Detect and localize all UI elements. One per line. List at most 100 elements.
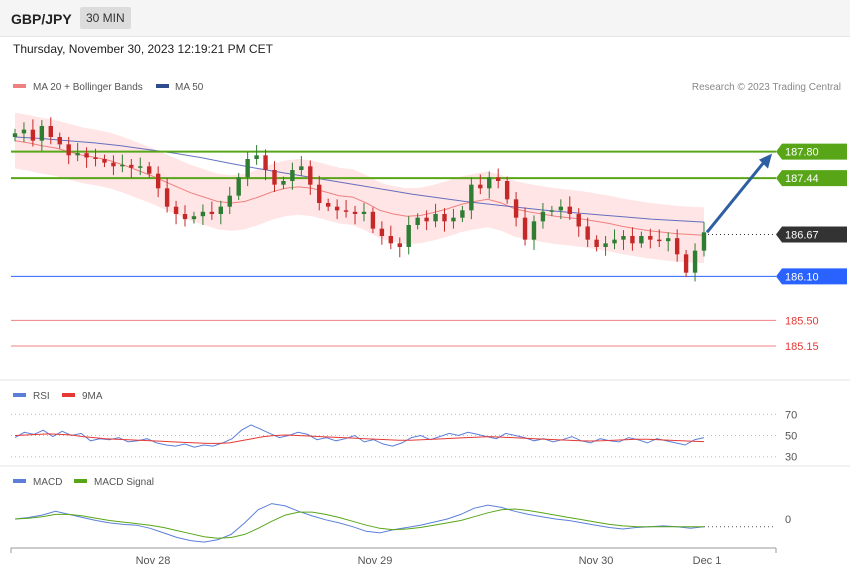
candle-body [648, 236, 653, 240]
legend-ma50-swatch [156, 84, 169, 88]
legend-macd-signal-swatch [74, 479, 87, 483]
macd-signal-line [14, 508, 704, 539]
symbol-title: GBP/JPY [11, 11, 72, 27]
timeframe-badge[interactable]: 30 MIN [80, 7, 131, 29]
candle-body [120, 164, 125, 167]
credit-label: Research © 2023 Trading Central [692, 82, 841, 93]
candle-body [48, 126, 53, 137]
legend-ma20-swatch [13, 84, 26, 88]
candle-body [343, 210, 349, 212]
rsi-tick-label-70: 70 [785, 409, 797, 421]
candle-body [558, 206, 564, 211]
candle-body [361, 211, 367, 214]
candle-body [540, 211, 546, 222]
candle-body [236, 177, 241, 196]
macd-panel: 0 [14, 503, 791, 543]
legend-main: MA 20 + Bollinger Bands MA 50 Research ©… [13, 82, 841, 93]
datetime-stamp: Thursday, November 30, 2023 12:19:21 PM … [13, 42, 273, 56]
candle-body [57, 137, 62, 145]
candle-body [433, 214, 438, 222]
candle-body [84, 153, 89, 158]
candle-body [155, 173, 161, 189]
candle-body [701, 232, 707, 251]
legend-macd: MACD MACD Signal [13, 477, 154, 488]
candle-body [39, 126, 45, 141]
level-label-187.80: 187.80 [785, 147, 819, 159]
legend-rsi-ma-swatch [62, 393, 75, 397]
candle-body [299, 166, 304, 170]
price-levels: 187.80 187.44 186.67 186.10 185.50 185.15 [11, 143, 847, 353]
level-tag-187.80 [776, 143, 847, 160]
candle-body [227, 195, 232, 207]
candle-body [621, 236, 626, 240]
level-tag-187.44 [776, 170, 847, 187]
candle-body [639, 236, 644, 244]
level-tag-186.10 [776, 268, 847, 285]
level-label-186.10: 186.10 [785, 271, 819, 283]
legend-ma50-label: MA 50 [175, 82, 204, 93]
rsi-panel: 70 50 30 [11, 409, 797, 464]
candle-body [352, 211, 358, 214]
candle-body [692, 250, 698, 273]
candle-body [138, 166, 143, 168]
candle-body [317, 184, 322, 203]
legend-rsi-ma-label: 9MA [82, 391, 103, 402]
candles [12, 117, 707, 282]
candle-body [531, 221, 537, 240]
rsi-tick-label-30: 30 [785, 452, 797, 464]
level-label-187.44: 187.44 [785, 173, 819, 185]
x-tick-label: Nov 30 [579, 555, 614, 567]
level-label-185.15: 185.15 [785, 341, 819, 353]
rsi-tick-label-50: 50 [785, 431, 797, 443]
candle-body [415, 217, 420, 225]
candle-body [522, 217, 528, 240]
candle-body [442, 214, 447, 222]
legend-macd-label: MACD [33, 477, 62, 488]
candle-body [173, 206, 179, 214]
legend-rsi: RSI 9MA [13, 391, 103, 402]
level-label-186.67: 186.67 [785, 230, 819, 242]
candle-body [576, 214, 581, 227]
candle-body [308, 166, 313, 185]
candle-body [30, 129, 36, 141]
candle-body [674, 238, 680, 255]
candle-body [12, 133, 18, 137]
candle-body [585, 226, 590, 240]
candle-body [218, 206, 224, 214]
candle-body [513, 199, 519, 218]
legend-rsi-label: RSI [33, 391, 50, 402]
legend-macd-swatch [13, 479, 26, 483]
chart-canvas: MA 20 + Bollinger Bands MA 50 Research ©… [0, 82, 850, 567]
candle-body [406, 225, 411, 247]
candle-body [272, 170, 277, 185]
level-tag-186.67 [776, 226, 847, 243]
candle-body [263, 155, 268, 170]
header-bar: GBP/JPY 30 MIN [0, 0, 850, 37]
candle-body [182, 214, 188, 220]
candle-body [460, 210, 465, 218]
candle-body [612, 239, 617, 244]
candle-body [630, 236, 635, 244]
rsi-ma-line [14, 433, 705, 444]
candle-body [191, 216, 197, 220]
macd-line [14, 503, 705, 543]
macd-tick-label-0: 0 [785, 514, 791, 526]
forecast-arrow [705, 153, 772, 234]
x-tick-label: Dec 1 [693, 555, 722, 567]
candle-body [379, 228, 385, 236]
candle-body [603, 243, 608, 247]
candle-body [504, 181, 510, 200]
candle-body [281, 181, 286, 185]
candle-body [424, 217, 429, 222]
forecast-arrow-head [759, 153, 772, 169]
candle-body [469, 184, 474, 211]
legend-ma20-label: MA 20 + Bollinger Bands [33, 82, 143, 93]
candle-body [66, 144, 71, 156]
candle-body [147, 166, 152, 174]
candle-body [478, 184, 483, 189]
x-tick-label: Nov 28 [136, 555, 171, 567]
candle-body [657, 239, 662, 242]
candle-body [495, 177, 501, 181]
candle-body [290, 170, 295, 181]
candle-body [245, 159, 250, 178]
